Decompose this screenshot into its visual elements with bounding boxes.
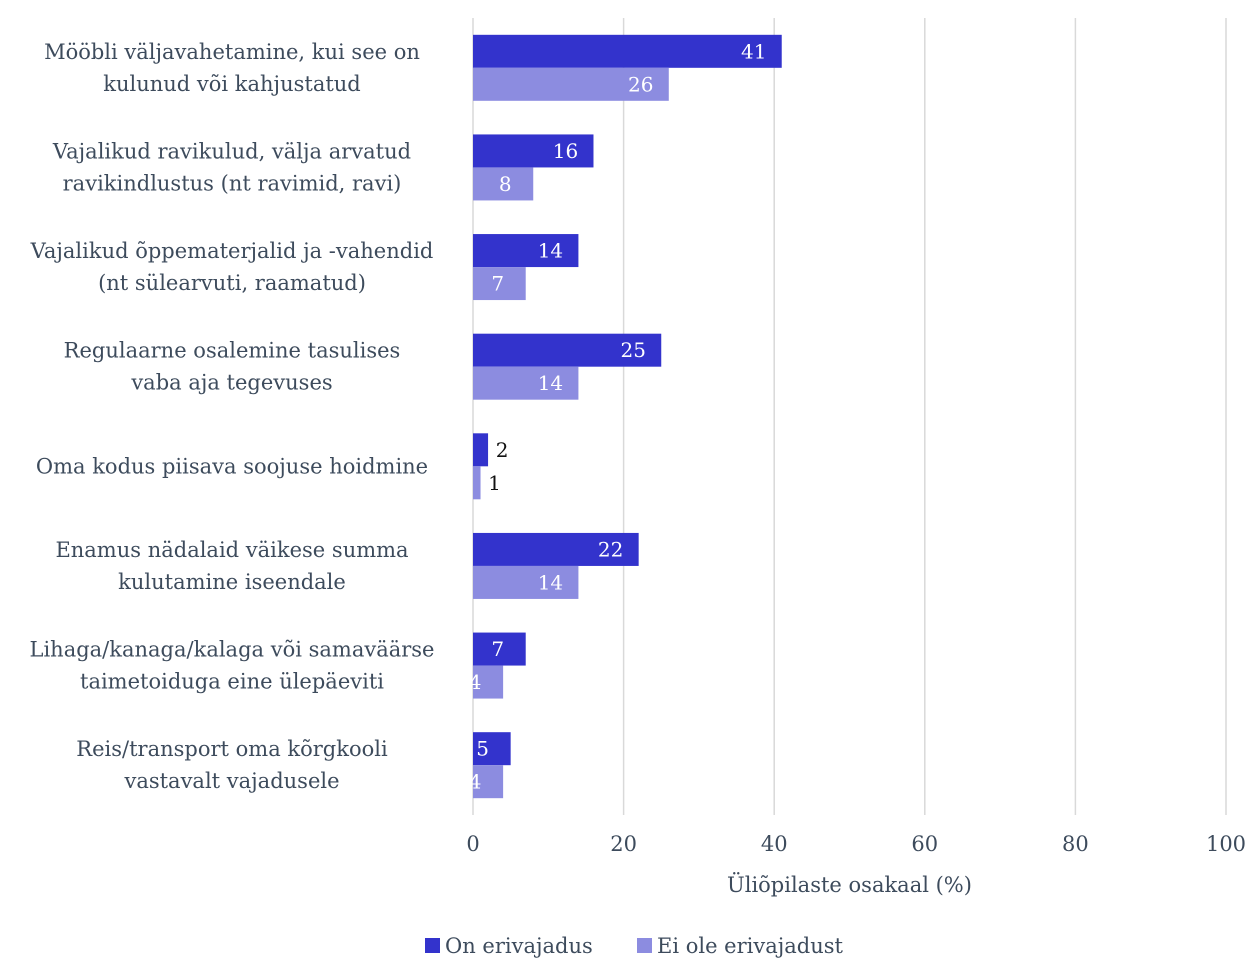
data-label: 1 [488,471,501,495]
data-label: 26 [628,72,653,96]
category-label-line: Reis/transport oma kõrgkooli [76,737,388,761]
category-label: Oma kodus piisava soojuse hoidmine [36,454,428,478]
data-label: 7 [491,637,504,661]
x-tick-label: 80 [1062,832,1089,856]
category-label-line: Regulaarne osalemine tasulises [64,339,401,363]
category-label-line: vaba aja tegevuses [130,371,332,395]
bar-on-erivajadus [473,433,489,467]
data-label: 22 [598,537,623,561]
category-label-line: Mööbli väljavahetamine, kui see on [44,40,420,64]
legend-swatch [637,938,652,953]
category-label-line: (nt sülearvuti, raamatud) [98,271,366,295]
category-label-line: Vajalikud õppematerjalid ja -vahendid [30,239,434,263]
data-label: 4 [469,770,482,794]
data-label: 14 [538,239,563,263]
bar-ei-ole-erivajadust [473,466,481,500]
category-label-line: ravikindlustus (nt ravimid, ravi) [63,171,402,195]
data-label: 25 [621,338,646,362]
data-label: 5 [476,737,489,761]
bar-ei-ole-erivajadust [473,167,534,201]
x-tick-label: 0 [466,832,479,856]
legend-entry: Ei ole erivajadust [657,934,844,958]
category-label-line: kulunud või kahjustatud [103,72,361,96]
data-label: 4 [469,670,482,694]
category-label-line: taimetoiduga eine ülepäeviti [80,670,384,694]
bar-on-erivajadus [473,134,594,168]
x-tick-label: 20 [610,832,637,856]
bar-ei-ole-erivajadust [473,67,669,101]
category-label-line: Enamus nädalaid väikese summa [55,538,408,562]
data-label: 7 [491,272,504,296]
category-label-line: Vajalikud ravikulud, välja arvatud [52,139,411,163]
category-label: Vajalikud õppematerjalid ja -vahendid (nt… [30,239,434,295]
legend-swatch [425,938,440,953]
category-label: Lihaga/kanaga/kalaga või samaväärse taime… [30,638,435,694]
bar-ei-ole-erivajadust [473,765,504,799]
category-label: Vajalikud ravikulud, välja arvatud raviki… [52,139,411,195]
category-label-line: vastavalt vajadusele [123,769,339,793]
category-label: Enamus nädalaid väikese summa kulutamine … [55,538,408,594]
bar-on-erivajadus [473,532,639,566]
bar-ei-ole-erivajadust [473,665,504,699]
bar-on-erivajadus [473,34,782,68]
category-label-line: Lihaga/kanaga/kalaga või samaväärse [30,638,435,662]
x-axis-title: Üliõpilaste osakaal (%) [727,872,972,897]
x-tick-label: 60 [911,832,938,856]
x-tick-label: 40 [761,832,788,856]
bar-ei-ole-erivajadust [473,366,579,400]
category-label-line: Oma kodus piisava soojuse hoidmine [36,454,428,478]
data-label: 41 [741,39,766,63]
bar-on-erivajadus [473,732,511,766]
data-label: 16 [553,139,578,163]
bar-ei-ole-erivajadust [473,565,579,599]
bar-on-erivajadus [473,234,579,268]
data-label: 2 [496,438,509,462]
legend-entry: On erivajadus [445,934,593,958]
category-label-line: kulutamine iseendale [118,570,346,594]
bar-ei-ole-erivajadust [473,267,526,301]
x-tick-label: 100 [1206,832,1246,856]
data-label: 14 [538,570,563,594]
category-label: Mööbli väljavahetamine, kui see on kulunu… [44,40,420,96]
data-label: 8 [499,172,512,196]
data-label: 14 [538,371,563,395]
category-label: Reis/transport oma kõrgkooli vastavalt va… [76,737,388,793]
bar-on-erivajadus [473,632,526,666]
bar-on-erivajadus [473,333,662,367]
category-label: Regulaarne osalemine tasulises vaba aja t… [64,339,401,395]
